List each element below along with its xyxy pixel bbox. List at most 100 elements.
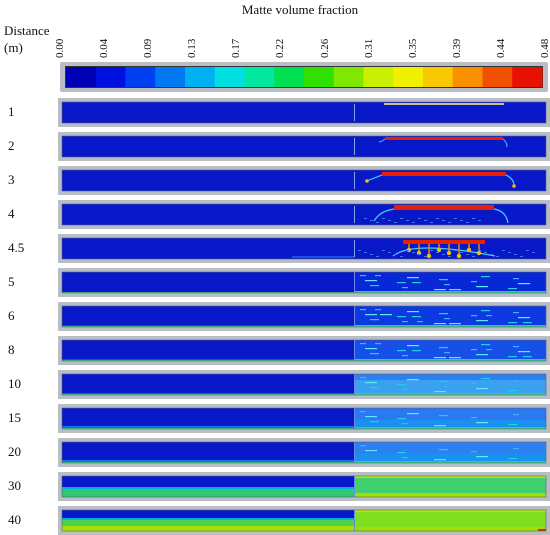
divider-line: [354, 442, 355, 463]
turbulent-streak: [412, 316, 421, 318]
base-layer: [354, 291, 546, 293]
turbulent-streak: [476, 422, 488, 424]
turbulence: [424, 220, 427, 221]
mixing-lower: [354, 380, 546, 395]
turbulent-streak: [402, 287, 408, 289]
turbulent-streak: [444, 386, 450, 388]
turbulence: [406, 220, 409, 221]
turbulence: [454, 218, 457, 219]
turbulence: [370, 220, 373, 221]
turbulent-streak: [523, 322, 532, 324]
droplet: [436, 247, 442, 253]
divider-line: [354, 172, 355, 189]
turbulent-streak: [508, 390, 517, 392]
droplet: [426, 253, 432, 259]
simulation-panel: [58, 472, 550, 501]
turbulence: [364, 218, 367, 219]
settled-layer: [62, 489, 354, 497]
divider-line: [354, 408, 355, 429]
colorbar-swatch: [393, 67, 424, 87]
turbulent-streak: [508, 322, 517, 324]
matte-edge: [493, 208, 509, 224]
turbulent-streak: [412, 350, 421, 352]
turbulence: [430, 250, 433, 251]
colorbar-swatch: [452, 67, 483, 87]
turbulence: [376, 256, 379, 257]
turbulent-streak: [439, 313, 448, 315]
colorbar-swatch: [125, 67, 156, 87]
colorbar-swatch: [244, 67, 275, 87]
matte-layer: [384, 103, 504, 105]
turbulent-streak: [397, 316, 406, 318]
turbulent-streak: [434, 323, 446, 325]
turbulent-streak: [439, 347, 448, 349]
turbulent-streak: [471, 281, 477, 283]
matte-edge: [373, 208, 395, 222]
turbulent-streak: [397, 418, 406, 420]
turbulence: [466, 222, 469, 223]
turbulence: [424, 256, 427, 257]
turbulent-streak: [523, 356, 532, 358]
panel-graphic: [61, 203, 547, 226]
matte-layer: [394, 205, 494, 210]
colorbar-swatch: [95, 67, 126, 87]
simulation-panel: [58, 166, 550, 195]
droplet: [446, 250, 452, 256]
base-layer-left: [62, 462, 354, 463]
turbulence: [418, 254, 421, 255]
turbulent-streak: [481, 276, 490, 278]
turbulent-streak: [513, 278, 519, 280]
droplet: [365, 179, 369, 183]
colorbar-gradient: [65, 66, 543, 88]
distance-row-label: 4.5: [8, 240, 25, 255]
turbulent-streak: [434, 357, 446, 359]
colorbar-swatch: [274, 67, 305, 87]
turbulent-streak: [402, 389, 408, 391]
turbulence: [406, 250, 409, 251]
turbulent-streak: [471, 417, 477, 419]
simulation-panel: [58, 200, 550, 229]
turbulent-streak: [370, 421, 379, 423]
colorbar: [60, 62, 548, 92]
divider-line: [354, 138, 355, 155]
turbulence: [490, 254, 493, 255]
turbulence: [436, 218, 439, 219]
base-layer-left: [62, 394, 354, 395]
turbulence: [466, 254, 469, 255]
turbulent-streak: [513, 448, 519, 450]
colorbar-title: Matte volume fraction: [241, 2, 359, 17]
settled-layer: [62, 520, 354, 531]
turbulent-streak: [370, 353, 379, 355]
base-layer-left: [62, 292, 354, 293]
turbulent-streak: [360, 275, 366, 277]
turbulence: [400, 218, 403, 219]
mixing-region: [354, 476, 546, 497]
colorbar-tick-label: 0.48: [539, 38, 550, 58]
turbulence: [484, 252, 487, 253]
simulation-panel: [58, 132, 550, 161]
turbulence: [388, 220, 391, 221]
turbulence: [382, 218, 385, 219]
panel-graphic: [61, 237, 547, 260]
turbulent-streak: [434, 289, 446, 291]
divider-line: [354, 206, 355, 223]
turbulent-streak: [513, 380, 519, 382]
hot-spot: [538, 529, 546, 531]
turbulent-streak: [518, 283, 530, 285]
settled-layer-upper: [62, 526, 354, 531]
turbulence: [430, 222, 433, 223]
turbulence: [412, 252, 415, 253]
droplet: [456, 253, 462, 259]
distance-unit-text: (m): [4, 40, 23, 55]
turbulent-streak: [365, 348, 377, 350]
turbulent-streak: [481, 344, 490, 346]
turbulent-streak: [402, 321, 408, 323]
distance-row-label: 4: [8, 206, 15, 221]
turbulence: [442, 220, 445, 221]
turbulence: [394, 222, 397, 223]
base-layer: [354, 359, 546, 361]
domain-border: [61, 373, 547, 396]
colorbar-tick-label: 0.22: [274, 38, 287, 58]
turbulence: [412, 222, 415, 223]
turbulence: [388, 252, 391, 253]
